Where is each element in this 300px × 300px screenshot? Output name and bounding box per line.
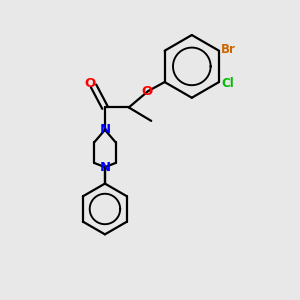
Text: N: N [99, 123, 110, 136]
Text: Br: Br [221, 43, 236, 56]
Text: Cl: Cl [221, 77, 234, 90]
Text: O: O [84, 77, 96, 90]
Text: O: O [142, 85, 153, 98]
Text: N: N [99, 161, 110, 174]
